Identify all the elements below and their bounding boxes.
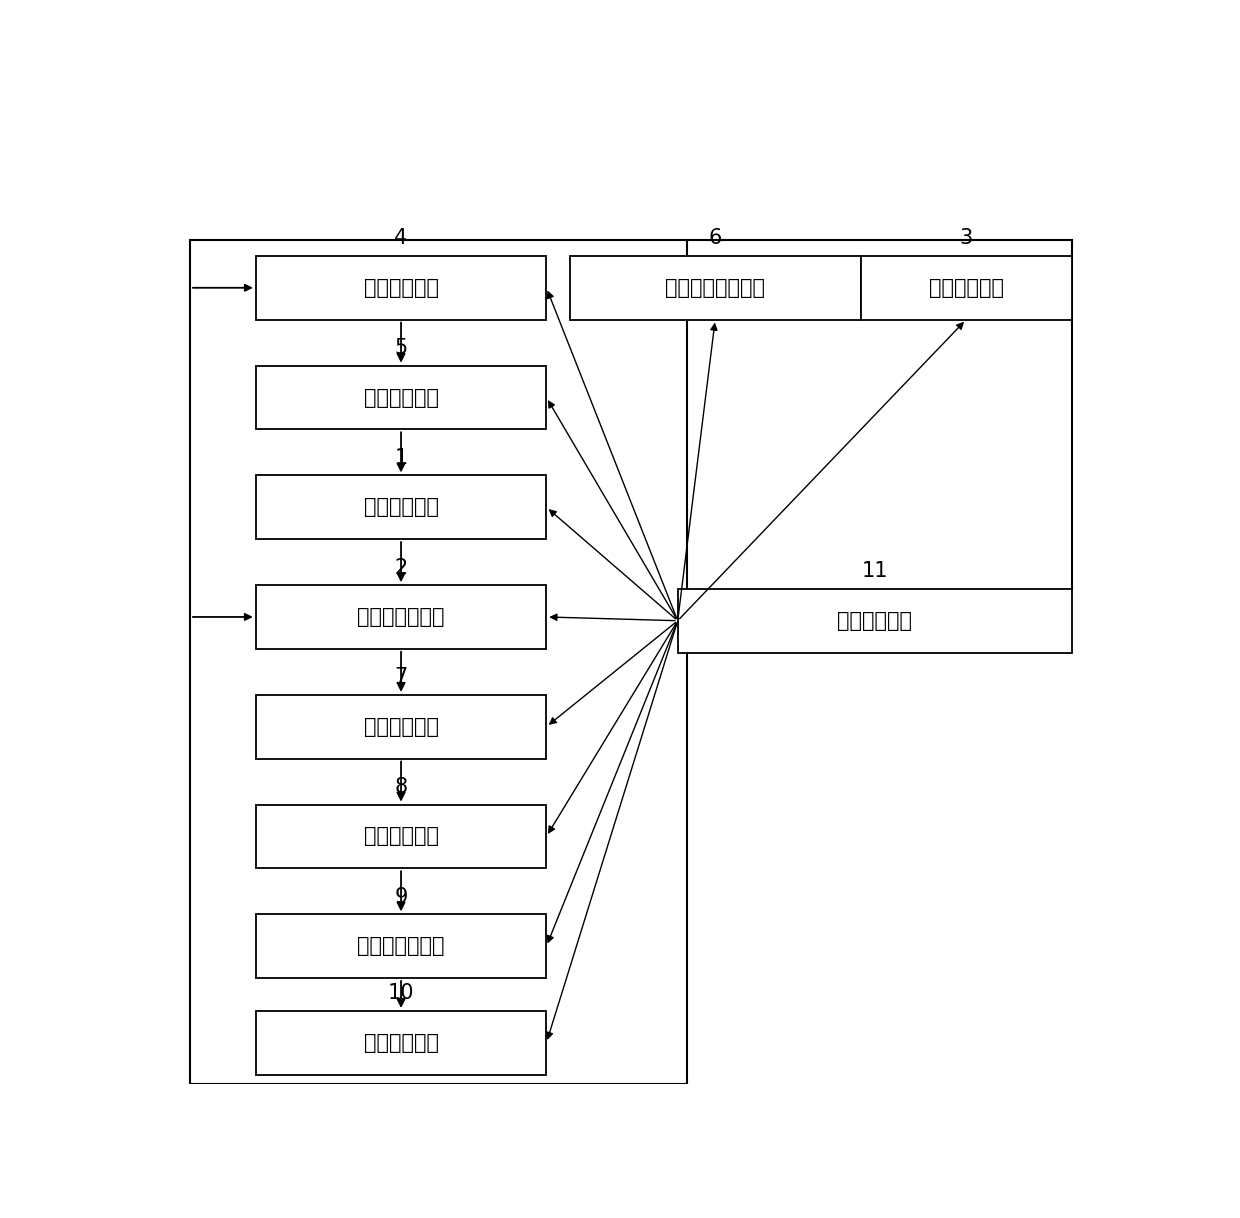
Text: 产品上料单元: 产品上料单元 xyxy=(363,278,439,297)
Text: 10: 10 xyxy=(388,983,414,1004)
Bar xyxy=(255,694,547,759)
Bar xyxy=(255,365,547,430)
Text: 环氧树脂上料单元: 环氧树脂上料单元 xyxy=(665,278,765,297)
Text: 材料运输单元: 材料运输单元 xyxy=(363,716,439,737)
Bar xyxy=(255,1011,547,1074)
Text: 2: 2 xyxy=(394,558,408,577)
Bar xyxy=(255,256,547,319)
Text: 中央控制单元: 中央控制单元 xyxy=(837,610,913,631)
Text: 4: 4 xyxy=(394,229,408,248)
Text: 去流道机构单元: 去流道机构单元 xyxy=(357,937,445,956)
Text: 9: 9 xyxy=(394,887,408,906)
Text: 5: 5 xyxy=(394,339,408,358)
Bar xyxy=(255,585,547,649)
Bar xyxy=(570,256,861,319)
Text: 6: 6 xyxy=(708,229,722,248)
Text: 7: 7 xyxy=(394,667,408,687)
Text: 1: 1 xyxy=(394,448,408,468)
Bar xyxy=(255,805,547,868)
Text: 3: 3 xyxy=(960,229,972,248)
Text: 8: 8 xyxy=(394,777,408,797)
Text: 产品加热单元: 产品加热单元 xyxy=(363,387,439,408)
Bar xyxy=(255,475,547,540)
Text: 注塑压机单元: 注塑压机单元 xyxy=(363,497,439,518)
Text: 产品下料单元: 产品下料单元 xyxy=(363,1033,439,1052)
Bar xyxy=(861,256,1071,319)
Text: 去流道中转站: 去流道中转站 xyxy=(363,827,439,847)
Bar xyxy=(255,915,547,978)
Bar xyxy=(190,240,687,1084)
Text: 11: 11 xyxy=(862,561,888,581)
Text: 多缸注塑模单元: 多缸注塑模单元 xyxy=(357,607,445,627)
Text: 模具清洁单元: 模具清洁单元 xyxy=(929,278,1003,297)
Bar xyxy=(678,588,1071,653)
